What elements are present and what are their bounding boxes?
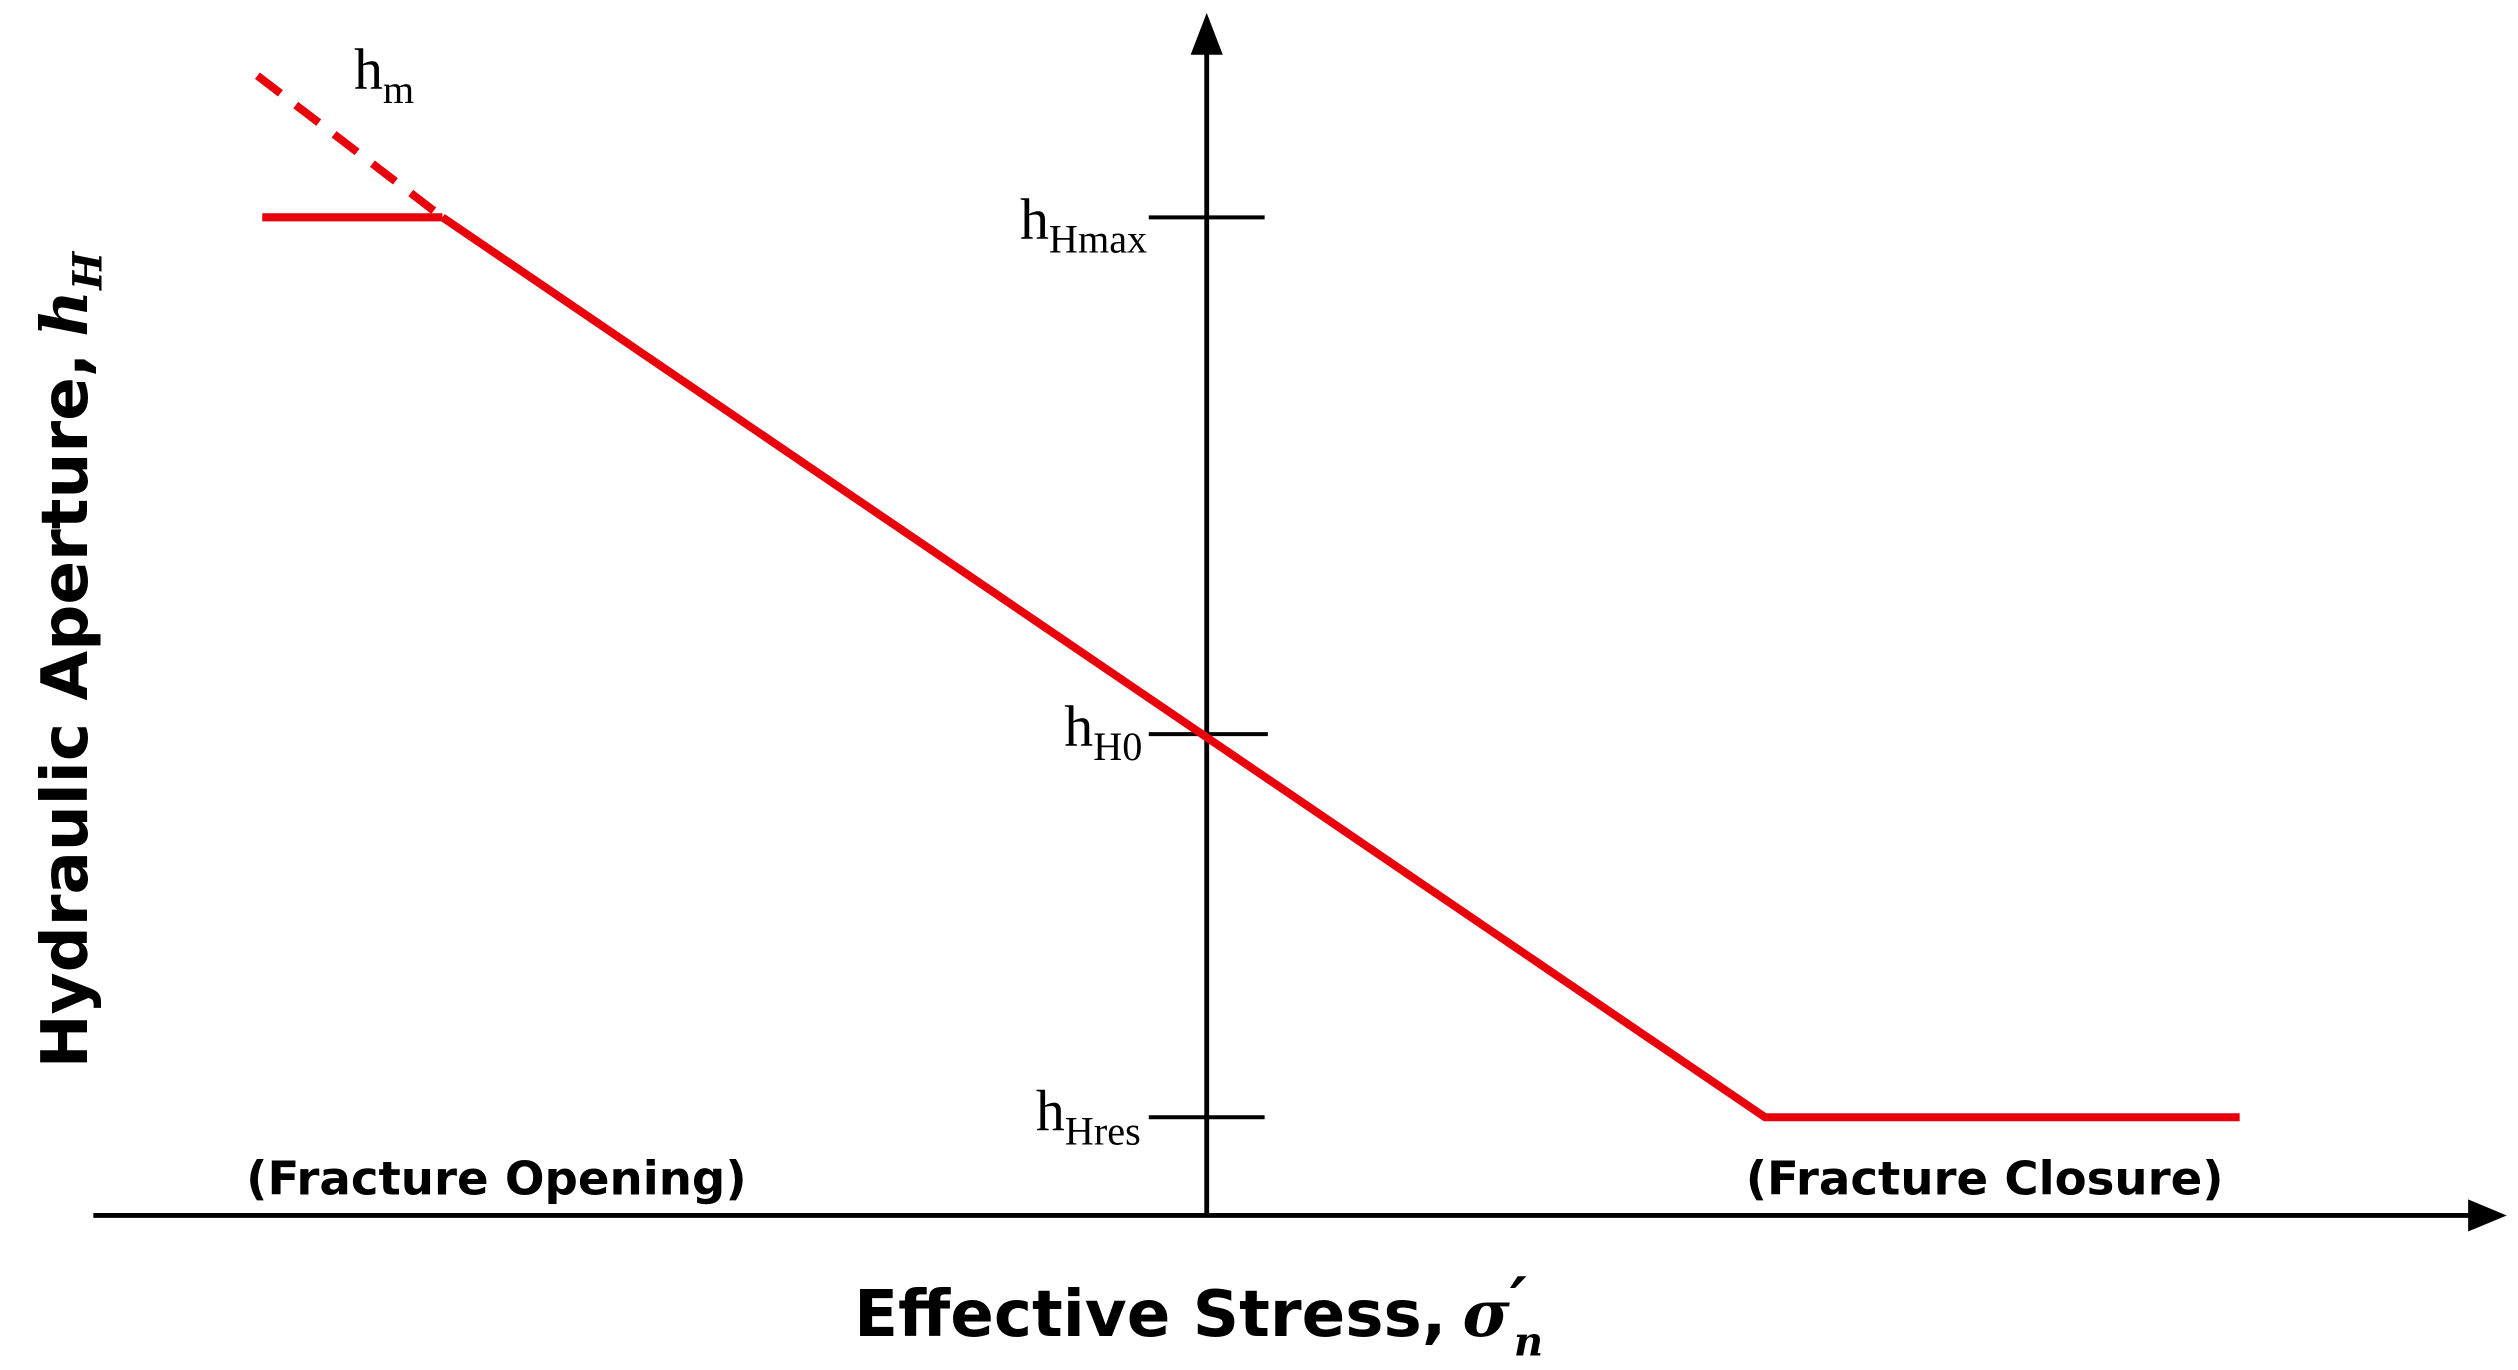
level-label: hHres — [1036, 1078, 1141, 1154]
label-base: h — [1064, 693, 1093, 758]
level-label: hH0 — [1064, 693, 1142, 769]
label-sub: m — [383, 67, 414, 112]
title-symbol: h — [28, 290, 103, 337]
level-label: hHmax — [1020, 186, 1147, 262]
title-prime: ′ — [1510, 1264, 1527, 1339]
label-base: h — [354, 37, 383, 102]
x-arrow — [2468, 1199, 2507, 1232]
title-symbol: σ — [1462, 1277, 1510, 1352]
curve-label: hm — [354, 37, 414, 113]
y-axis-title: Hydraulic Aperture, hH — [28, 250, 111, 1068]
label-base: h — [1020, 186, 1049, 251]
title-sub: H — [64, 250, 111, 291]
label-sub: Hmax — [1049, 217, 1147, 262]
label-sub: H0 — [1093, 724, 1142, 769]
title-text: Hydraulic Aperture, — [28, 353, 103, 1068]
title-sub: n — [1514, 1319, 1543, 1366]
curve — [440, 214, 2240, 1122]
region-label: (Fracture Closure) — [1746, 1153, 2224, 1207]
curve-extension — [254, 72, 445, 221]
y-arrow — [1190, 12, 1223, 55]
label-base: h — [1036, 1078, 1065, 1143]
title-text: Effective Stress, — [854, 1277, 1446, 1352]
label-sub: Hres — [1065, 1109, 1141, 1154]
x-axis-title: Effective Stress, σ′ n — [854, 1264, 1543, 1365]
region-label: (Fracture Opening) — [246, 1153, 746, 1207]
